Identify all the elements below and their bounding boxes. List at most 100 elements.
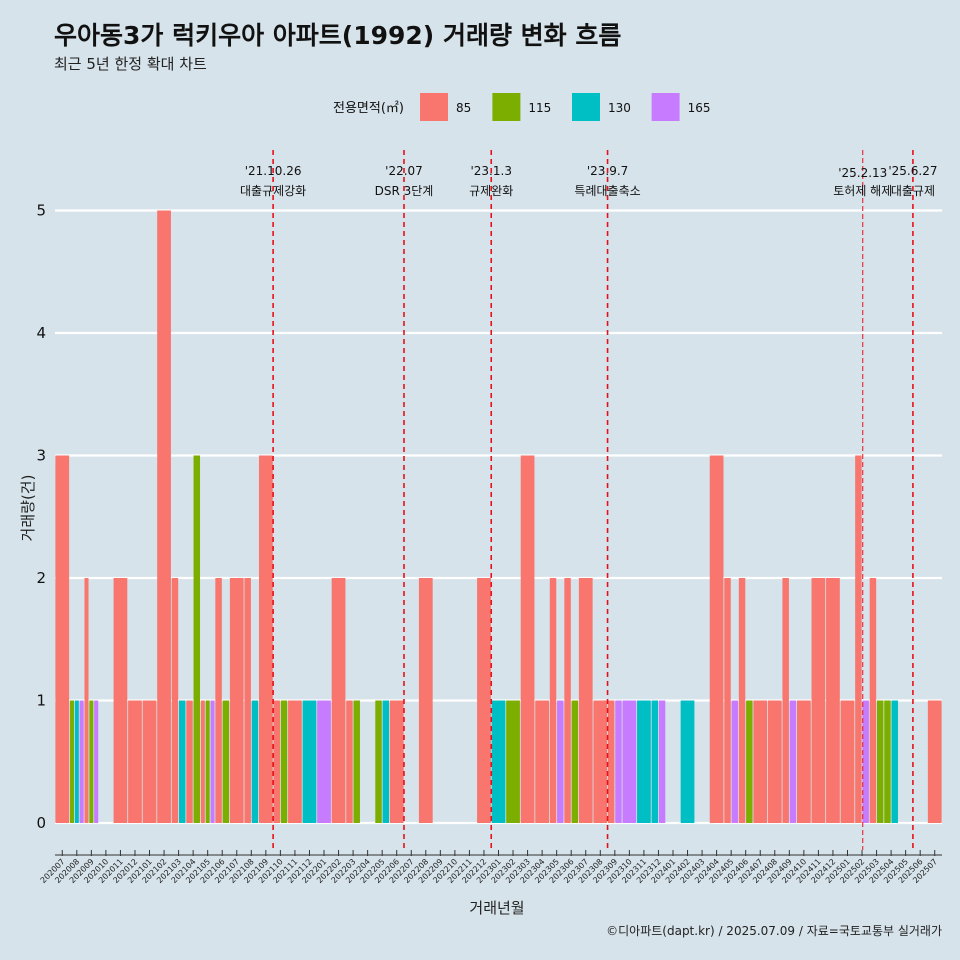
bar-202108-130 xyxy=(251,700,259,823)
bar-202202-85 xyxy=(331,578,346,823)
y-tick-label: 2 xyxy=(36,569,46,587)
bars xyxy=(55,210,942,823)
legend-title: 전용면적(㎡) xyxy=(333,101,404,116)
caption: ©디아파트(dapt.kr) / 2025.07.09 / 자료=국토교통부 실… xyxy=(606,924,942,938)
y-axis: 0 1 2 3 4 5 xyxy=(36,202,46,833)
bar-202102-85 xyxy=(157,210,171,823)
bar-202012-85 xyxy=(128,700,142,823)
bar-202405-165 xyxy=(731,700,739,823)
bar-202107-85 xyxy=(229,578,244,823)
bar-202305-85 xyxy=(549,578,557,823)
bar-202309-165 xyxy=(615,700,622,823)
bar-202008-115 xyxy=(69,700,74,823)
y-tick-label: 5 xyxy=(36,202,46,220)
bar-202305-165 xyxy=(557,700,564,823)
bar-202203-115 xyxy=(353,700,360,823)
bar-202310-165 xyxy=(622,700,637,823)
event-label: 토허제 해제 xyxy=(833,184,892,198)
bar-202203-85 xyxy=(346,700,353,823)
legend-label-130: 130 xyxy=(608,101,631,115)
bar-202307-85 xyxy=(578,578,593,823)
bar-202405-85 xyxy=(724,578,731,823)
bar-202501-85 xyxy=(840,700,855,823)
chart-title: 우아동3가 럭키우아 아파트(1992) 거래량 변화 흐름 xyxy=(54,21,621,50)
bar-202503-115 xyxy=(876,700,884,823)
bar-202311-130 xyxy=(637,700,651,823)
chart-subtitle: 최근 5년 한정 확대 차트 xyxy=(54,55,207,73)
bar-202410-85 xyxy=(796,700,811,823)
y-axis-title: 거래량(건) xyxy=(19,475,37,542)
bar-202301-130 xyxy=(491,700,506,823)
bar-202111-85 xyxy=(288,700,302,823)
bar-202309-85 xyxy=(607,700,615,823)
bar-202406-85 xyxy=(738,578,746,823)
bar-202406-115 xyxy=(746,700,753,823)
event-label: 대출규제강화 xyxy=(240,184,306,198)
bar-202105-85 xyxy=(200,700,205,823)
bar-202306-115 xyxy=(571,700,579,823)
bar-202104-115 xyxy=(193,455,201,823)
event-label: 대출규제 xyxy=(891,184,935,198)
bar-202108-85 xyxy=(244,578,251,823)
bar-202412-85 xyxy=(826,578,840,823)
bar-202302-115 xyxy=(506,700,520,823)
bar-202212-85 xyxy=(477,578,491,823)
bar-202009-165 xyxy=(94,700,99,823)
legend-swatch-85 xyxy=(420,93,448,121)
event-label: DSR 3단계 xyxy=(375,184,434,198)
bar-202105-115 xyxy=(205,700,210,823)
event-label: 규제완화 xyxy=(469,184,513,198)
bar-202011-85 xyxy=(113,578,128,823)
bar-202103-130 xyxy=(178,700,186,823)
bar-202306-85 xyxy=(564,578,571,823)
bar-202206-85 xyxy=(389,700,404,823)
bar-202205-115 xyxy=(375,700,382,823)
bar-202008-130 xyxy=(74,700,79,823)
bar-202504-130 xyxy=(891,700,898,823)
bar-202007-85 xyxy=(55,455,70,823)
bar-202402-130 xyxy=(680,700,695,823)
bar-202103-85 xyxy=(171,578,179,823)
bar-202205-130 xyxy=(382,700,390,823)
legend-label-85: 85 xyxy=(456,101,471,115)
x-axis-title: 거래년월 xyxy=(469,899,524,917)
bar-202502-85 xyxy=(855,455,862,823)
bar-202009-85 xyxy=(84,578,89,823)
bar-202112-130 xyxy=(302,700,317,823)
bar-202109-85 xyxy=(258,455,273,823)
y-tick-label: 3 xyxy=(36,447,46,465)
bar-202312-165 xyxy=(658,700,666,823)
bar-202411-85 xyxy=(811,578,826,823)
bar-202409-85 xyxy=(782,578,789,823)
bar-202105-165 xyxy=(210,700,215,823)
event-date: '23.1.3 xyxy=(470,164,511,178)
bar-202110-115 xyxy=(280,700,288,823)
bar-202503-85 xyxy=(869,578,877,823)
bar-202507-85 xyxy=(927,700,942,823)
bar-202407-85 xyxy=(753,700,768,823)
bar-202009-115 xyxy=(89,700,94,823)
bar-202502-165 xyxy=(862,700,869,823)
legend-swatch-130 xyxy=(572,93,600,121)
bar-202303-85 xyxy=(520,455,535,823)
event-label: 특례대출축소 xyxy=(574,184,640,198)
bar-202304-85 xyxy=(535,700,549,823)
event-date: '21.10.26 xyxy=(245,164,302,178)
event-date: '25.6.27 xyxy=(888,164,937,178)
bar-202104-85 xyxy=(186,700,193,823)
bar-202504-115 xyxy=(884,700,891,823)
bar-202408-85 xyxy=(767,700,782,823)
event-lines: '21.10.26 대출규제강화 '22.07 DSR 3단계 '23.1.3 규제완화 '… xyxy=(240,150,937,850)
bar-202409-165 xyxy=(789,700,797,823)
y-tick-label: 4 xyxy=(36,324,46,342)
legend-label-165: 165 xyxy=(688,101,711,115)
y-tick-label: 0 xyxy=(36,814,46,832)
event-date: '22.07 xyxy=(385,164,423,178)
legend-swatch-115 xyxy=(492,93,521,121)
bar-202201-165 xyxy=(317,700,331,823)
bar-202101-85 xyxy=(142,700,157,823)
event-date: '23.9.7 xyxy=(587,164,628,178)
bar-202106-85 xyxy=(215,578,222,823)
bar-202008-165 xyxy=(79,700,84,823)
